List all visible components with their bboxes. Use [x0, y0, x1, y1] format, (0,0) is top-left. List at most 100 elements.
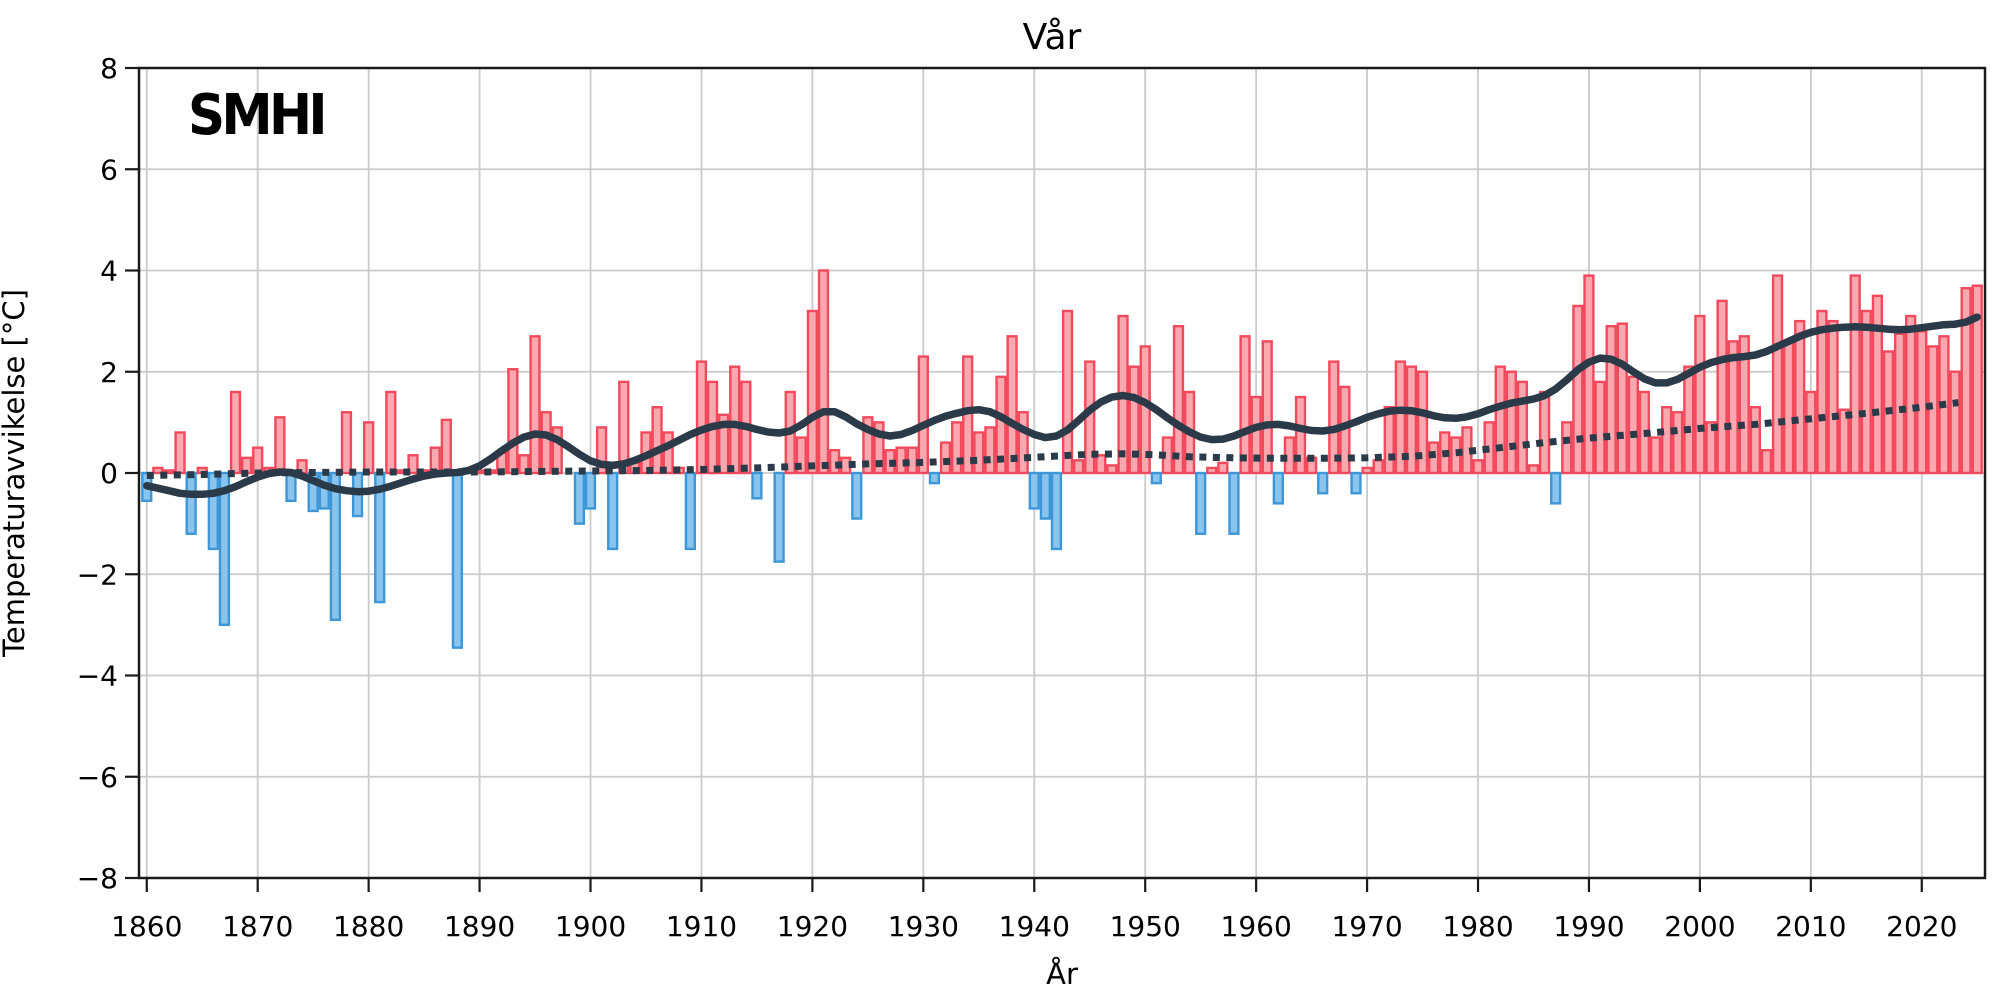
bar-1970 — [1361, 466, 1373, 475]
y-tick-label: −6 — [77, 761, 118, 794]
bar-1863 — [174, 431, 186, 475]
x-tick-label: 1970 — [1331, 910, 1402, 943]
bar-2018 — [1893, 332, 1906, 475]
bar-1924 — [851, 471, 863, 520]
bar-1973 — [1394, 360, 1406, 475]
bar-1925 — [862, 416, 874, 475]
anomaly-bars — [141, 269, 1983, 649]
bar-1993 — [1616, 322, 1628, 475]
bar-1999 — [1683, 365, 1695, 475]
x-tick-label: 1920 — [777, 910, 848, 943]
bar-1986 — [1538, 390, 1551, 475]
x-tick-label: 1990 — [1553, 910, 1624, 943]
bar-1868 — [229, 390, 242, 475]
bar-1953 — [1172, 324, 1185, 475]
bar-1917 — [773, 471, 785, 563]
y-tick-label: −2 — [77, 558, 118, 591]
x-tick-label: 2000 — [1664, 910, 1735, 943]
bar-1915 — [751, 471, 763, 500]
bar-1998 — [1672, 411, 1684, 475]
bar-1887 — [440, 418, 452, 475]
x-tick-label: 1930 — [888, 910, 959, 943]
bar-1921 — [817, 269, 830, 475]
bar-1884 — [407, 454, 419, 475]
bar-1932 — [939, 441, 952, 475]
dotted-trend-line — [146, 399, 1959, 479]
bar-2024 — [1960, 287, 1972, 475]
bar-1902 — [607, 471, 619, 551]
bar-1876 — [318, 471, 330, 510]
bar-2007 — [1771, 274, 1784, 475]
bar-1971 — [1372, 459, 1384, 475]
bar-1992 — [1605, 324, 1617, 475]
bar-1920 — [806, 309, 819, 475]
bar-2002 — [1716, 299, 1728, 475]
bar-1936 — [984, 426, 996, 475]
bar-1990 — [1583, 274, 1595, 475]
x-axis-label: År — [1046, 957, 1078, 991]
bar-1996 — [1649, 436, 1662, 475]
bar-2009 — [1794, 319, 1806, 475]
axis-ticks: 1860 1870 1880 1890 1900 1910 1920 1930 1940 1950… — [77, 52, 1958, 943]
bar-1935 — [973, 431, 985, 475]
x-tick-label: 2010 — [1775, 910, 1846, 943]
bar-1940 — [1028, 471, 1040, 510]
bar-1958 — [1228, 471, 1240, 535]
page-title: Vår — [1023, 17, 1082, 58]
bar-1894 — [518, 454, 530, 475]
bar-2020 — [1916, 330, 1928, 475]
bar-1997 — [1660, 405, 1673, 475]
bar-1975 — [1416, 370, 1429, 475]
x-tick-label: 1890 — [444, 910, 515, 943]
bar-1947 — [1106, 464, 1118, 475]
bar-1878 — [340, 411, 353, 475]
bar-1964 — [1294, 395, 1307, 475]
bar-1893 — [507, 368, 519, 475]
bar-2003 — [1727, 340, 1739, 475]
y-tick-label: 8 — [100, 52, 118, 85]
bar-1899 — [573, 471, 586, 525]
bar-2011 — [1816, 309, 1828, 475]
bar-2008 — [1783, 340, 1795, 475]
bar-1951 — [1150, 471, 1162, 485]
bar-1959 — [1239, 335, 1251, 475]
bar-1956 — [1206, 466, 1218, 475]
bar-1966 — [1317, 471, 1329, 495]
bar-2015 — [1860, 309, 1872, 475]
x-tick-label: 1980 — [1442, 910, 1513, 943]
bar-1933 — [950, 421, 963, 475]
x-tick-label: 1940 — [999, 910, 1070, 943]
x-tick-label: 1900 — [555, 910, 626, 943]
bar-1861 — [152, 466, 164, 475]
bar-1994 — [1627, 375, 1639, 475]
bar-1949 — [1128, 365, 1140, 475]
bar-2004 — [1738, 335, 1750, 475]
bar-2016 — [1871, 294, 1884, 475]
bar-1974 — [1405, 365, 1418, 475]
bar-1946 — [1095, 454, 1107, 475]
bar-1864 — [185, 471, 197, 535]
bar-1930 — [917, 355, 929, 475]
bar-2005 — [1749, 405, 1761, 475]
bar-1982 — [1494, 365, 1506, 475]
bar-1880 — [363, 421, 375, 475]
bar-1919 — [795, 436, 807, 475]
bar-1870 — [252, 446, 264, 475]
bar-1872 — [274, 416, 286, 475]
bar-2019 — [1905, 314, 1917, 475]
bar-1987 — [1550, 471, 1562, 505]
bar-1882 — [385, 390, 397, 475]
bar-2010 — [1805, 390, 1817, 475]
y-axis-label: Temperaturavvikelse [°C] — [0, 289, 31, 658]
bar-2012 — [1827, 319, 1839, 475]
bar-1984 — [1516, 380, 1529, 475]
y-tick-label: 2 — [100, 356, 118, 389]
x-tick-label: 1950 — [1110, 910, 1181, 943]
bar-1910 — [695, 360, 708, 475]
smoothed-line — [143, 313, 1981, 499]
smhi-logo: SMHI — [188, 82, 324, 148]
bar-1955 — [1195, 471, 1207, 535]
bar-1896 — [540, 411, 552, 475]
bar-2014 — [1849, 274, 1861, 475]
